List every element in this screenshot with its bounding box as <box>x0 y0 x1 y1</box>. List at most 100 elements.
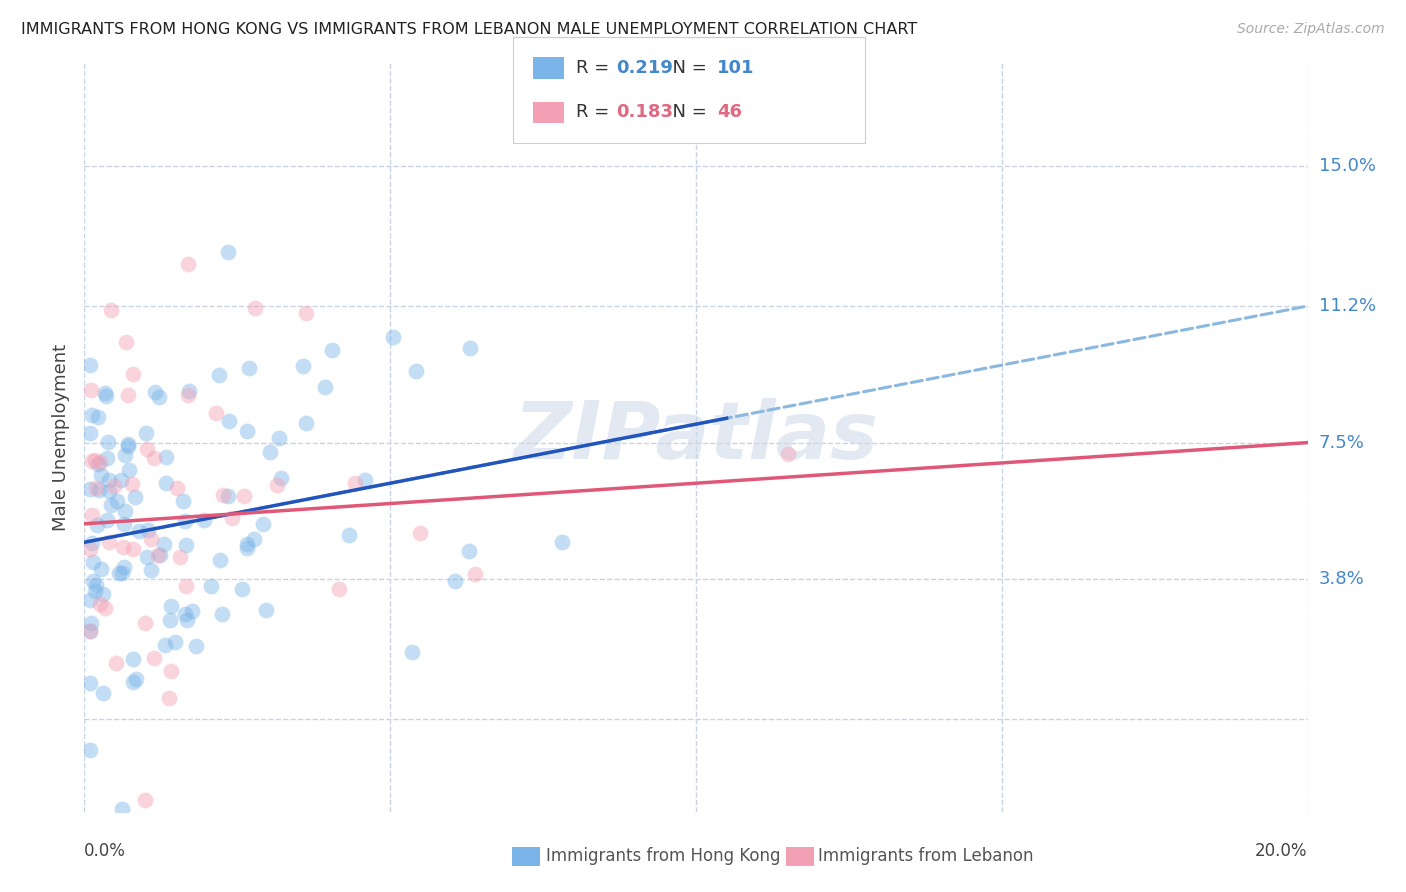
Point <box>79 358 101 372</box>
Text: Source: ZipAtlas.com: Source: ZipAtlas.com <box>1237 22 1385 37</box>
Point <box>128 524 150 538</box>
Point <box>125 672 148 686</box>
Point <box>243 301 266 315</box>
Point <box>79 624 101 638</box>
Point <box>157 690 180 705</box>
Point <box>141 563 163 577</box>
Point <box>464 566 486 581</box>
Point <box>233 489 256 503</box>
Point <box>117 388 139 402</box>
Point <box>236 541 259 555</box>
Point <box>252 517 274 532</box>
Point <box>89 597 111 611</box>
Point <box>173 514 195 528</box>
Point <box>328 582 350 596</box>
Point <box>100 303 122 318</box>
Point <box>114 448 136 462</box>
Point <box>321 343 343 358</box>
Point <box>134 793 156 807</box>
Point <box>409 526 432 541</box>
Point <box>204 406 226 420</box>
Point <box>84 453 107 467</box>
Point <box>270 471 292 485</box>
Point <box>159 613 181 627</box>
Point <box>314 380 336 394</box>
Point <box>103 479 125 493</box>
Point <box>173 607 195 621</box>
Point <box>84 481 107 495</box>
Text: N =: N = <box>661 59 713 77</box>
Point <box>94 386 117 401</box>
Point <box>401 645 423 659</box>
Point <box>122 652 145 666</box>
Point <box>79 624 101 638</box>
Text: R =: R = <box>576 59 616 77</box>
Point <box>458 341 481 355</box>
Point <box>169 550 191 565</box>
Text: N =: N = <box>661 103 713 121</box>
Point <box>231 582 253 597</box>
Point <box>87 409 110 424</box>
Point <box>87 483 110 497</box>
Point <box>343 476 366 491</box>
Point <box>98 535 121 549</box>
Point <box>112 540 135 554</box>
Text: 3.8%: 3.8% <box>1319 570 1364 588</box>
Point <box>337 528 360 542</box>
Point <box>238 360 260 375</box>
Point <box>174 538 197 552</box>
Point <box>111 802 134 816</box>
Point <box>200 579 222 593</box>
Point <box>80 454 103 468</box>
Point <box>79 483 101 497</box>
Point <box>96 513 118 527</box>
Point <box>122 367 145 381</box>
Point <box>208 368 231 383</box>
Point <box>184 640 207 654</box>
Text: 7.5%: 7.5% <box>1319 434 1365 451</box>
Point <box>211 488 233 502</box>
Point <box>96 450 118 465</box>
Point <box>122 541 145 556</box>
Point <box>80 408 103 422</box>
Point <box>105 493 128 508</box>
Point <box>79 743 101 757</box>
Point <box>148 390 170 404</box>
Point <box>84 578 107 592</box>
Point <box>111 566 134 580</box>
Point <box>242 533 264 547</box>
Point <box>91 686 114 700</box>
Point <box>82 508 104 522</box>
Point <box>110 473 132 487</box>
Point <box>155 450 177 464</box>
Point <box>80 615 103 630</box>
Point <box>90 562 112 576</box>
Point <box>149 548 172 562</box>
Point <box>100 498 122 512</box>
Point <box>91 587 114 601</box>
Point <box>457 544 479 558</box>
Point <box>142 650 165 665</box>
Point <box>80 384 103 398</box>
Point <box>121 477 143 491</box>
Point <box>87 457 110 471</box>
Text: IMMIGRANTS FROM HONG KONG VS IMMIGRANTS FROM LEBANON MALE UNEMPLOYMENT CORRELATI: IMMIGRANTS FROM HONG KONG VS IMMIGRANTS … <box>21 22 917 37</box>
Point <box>96 389 118 403</box>
Point <box>254 603 277 617</box>
Point <box>82 555 104 569</box>
Point <box>267 431 290 445</box>
Point <box>444 574 467 589</box>
Point <box>97 473 120 487</box>
Point <box>177 257 200 271</box>
Y-axis label: Male Unemployment: Male Unemployment <box>52 343 70 531</box>
Point <box>79 675 101 690</box>
Point <box>122 674 145 689</box>
Point <box>354 473 377 487</box>
Point <box>86 517 108 532</box>
Text: R =: R = <box>576 103 616 121</box>
Point <box>208 553 231 567</box>
Point <box>97 435 120 450</box>
Point <box>177 384 200 398</box>
Point <box>143 384 166 399</box>
Text: ZIPatlas: ZIPatlas <box>513 398 879 476</box>
